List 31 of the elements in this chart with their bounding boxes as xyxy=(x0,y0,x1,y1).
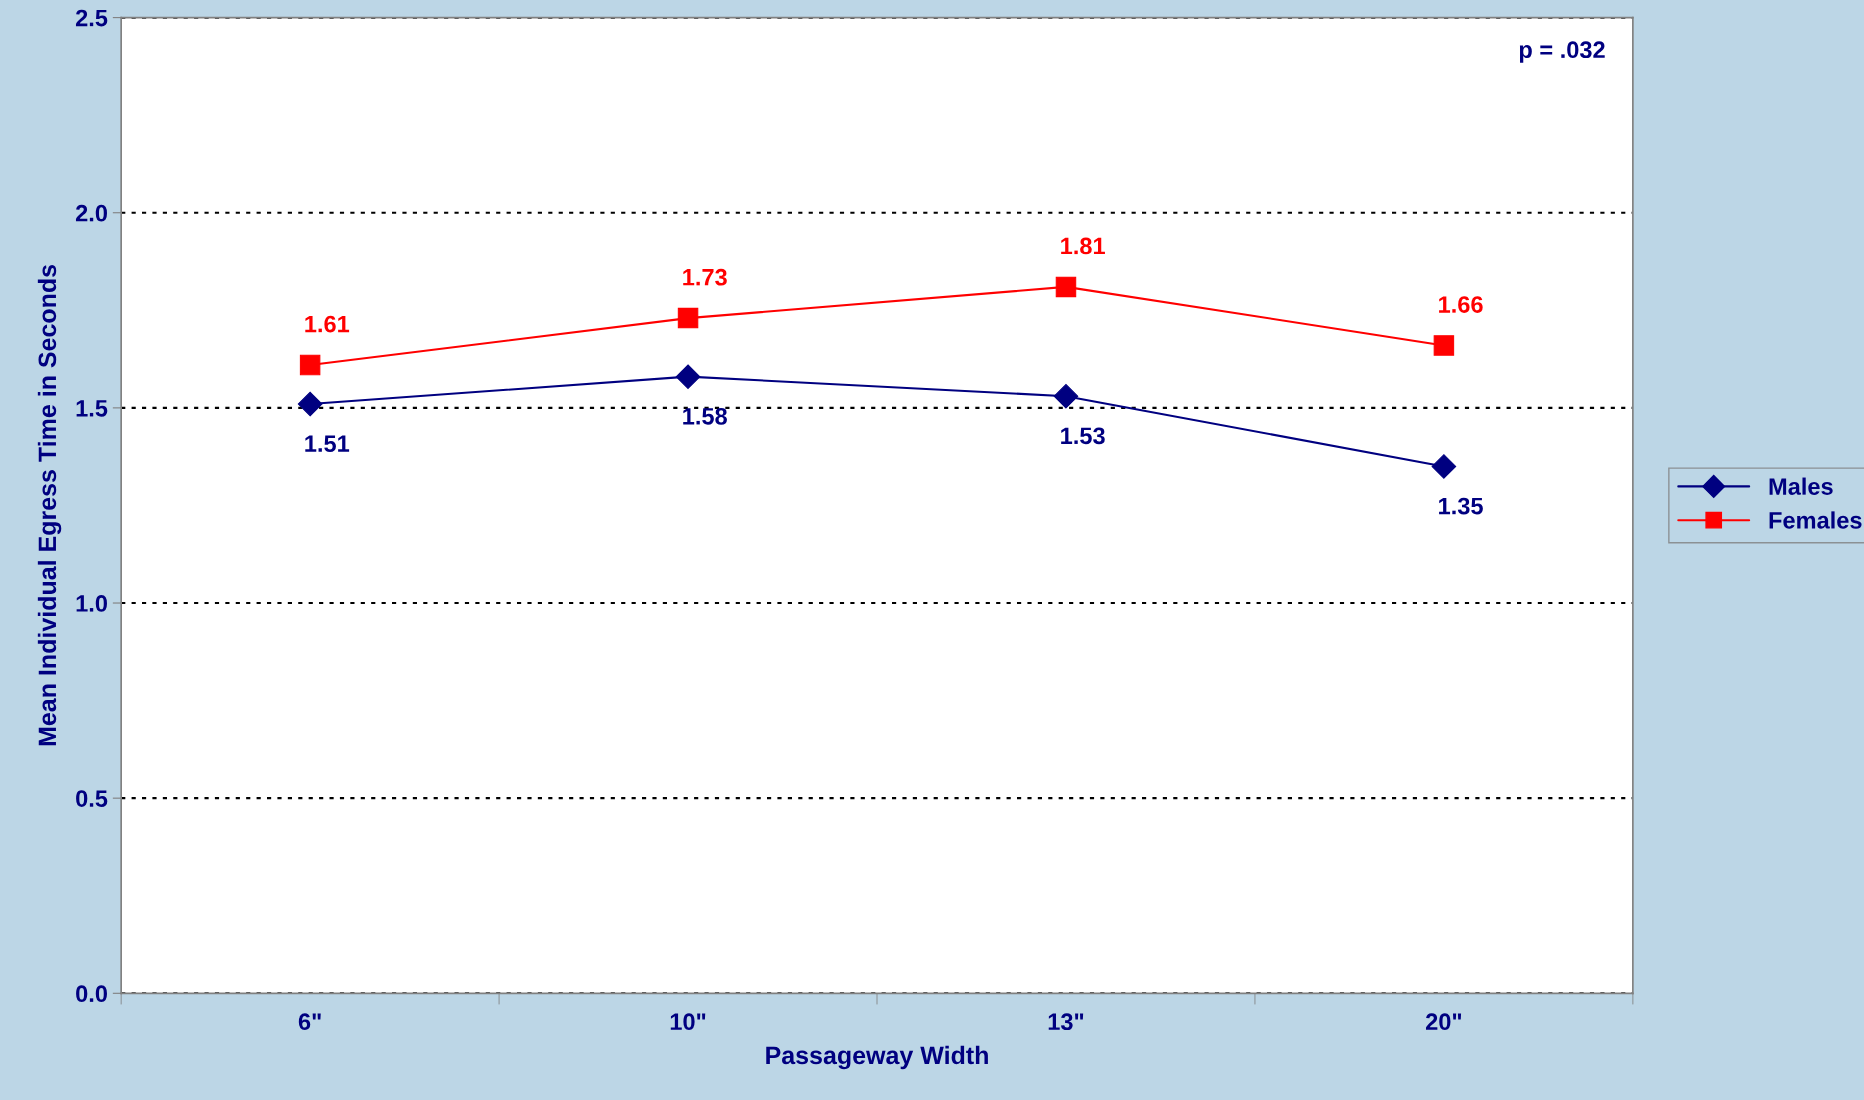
x-tick-label: 10" xyxy=(670,1013,706,1031)
legend-label: Females xyxy=(1769,511,1862,529)
y-tick-label: 2.5 xyxy=(75,9,108,27)
point xyxy=(299,354,321,376)
x-tick-label: 20" xyxy=(1425,1013,1462,1031)
y-tick-label: 1.5 xyxy=(76,400,108,417)
data-label: 1.58 xyxy=(683,407,727,425)
data-label: 1.61 xyxy=(305,315,350,333)
y-tick-label: 1.0 xyxy=(76,595,107,612)
point xyxy=(1433,335,1455,356)
y-tick-label: 2.0 xyxy=(75,204,107,222)
legend-label: Males xyxy=(1769,477,1833,495)
data-label: 1.66 xyxy=(1439,296,1483,313)
data-label: 1.53 xyxy=(1061,427,1105,445)
annotation: p = .032 xyxy=(1519,41,1605,63)
data-label: 1.81 xyxy=(1061,237,1105,255)
point xyxy=(675,364,701,389)
point xyxy=(1431,454,1457,479)
x-tick-label: 13" xyxy=(1048,1013,1084,1031)
y-axis-title: Mean Individual Egress Time in Seconds xyxy=(37,264,62,746)
point xyxy=(297,391,323,417)
data-label: 1.73 xyxy=(683,268,727,286)
point xyxy=(677,307,699,329)
data-label: 1.51 xyxy=(305,435,350,452)
x-axis-title: Passageway Width xyxy=(766,1045,988,1070)
point xyxy=(1053,383,1079,409)
y-tick-label: 0.5 xyxy=(76,790,108,807)
y-tick-label: 0.0 xyxy=(76,985,107,1003)
data-label: 1.35 xyxy=(1439,497,1483,515)
point xyxy=(1055,276,1077,298)
x-tick-label: 6" xyxy=(298,1013,321,1031)
